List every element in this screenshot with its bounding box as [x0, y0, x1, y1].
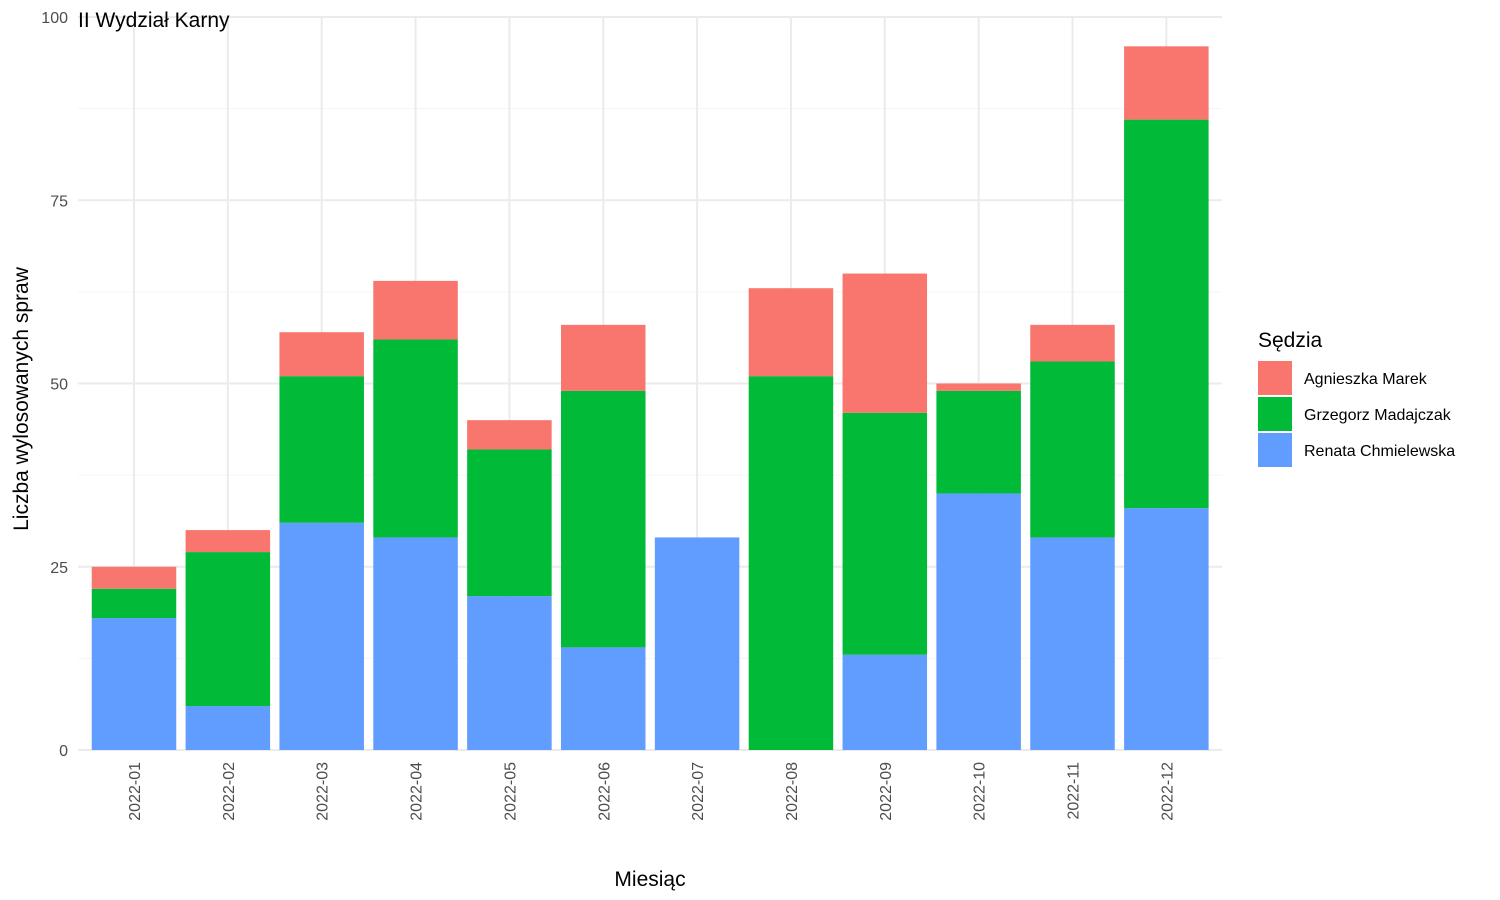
bar-segment	[748, 288, 834, 377]
bar-segment	[561, 390, 646, 648]
bar-segment	[842, 654, 928, 750]
y-tick-label: 50	[50, 377, 68, 394]
y-axis-tick-labels: 0 25 50 75 100	[41, 10, 68, 760]
bar-segment	[279, 376, 364, 523]
bar-segment	[91, 588, 177, 619]
bar-segment	[467, 596, 552, 750]
x-tick-label: 2022-12	[1159, 762, 1176, 821]
x-tick-label: 2022-07	[690, 762, 707, 821]
bar-segment	[467, 449, 552, 597]
x-axis-title: Miesiąc	[614, 868, 685, 891]
y-tick-label: 0	[59, 743, 68, 760]
bar-segment	[373, 280, 458, 340]
x-tick-label: 2022-03	[315, 762, 332, 821]
bar-segment	[1124, 46, 1209, 120]
bar-segment	[561, 324, 646, 391]
bar-segment	[842, 412, 928, 655]
x-tick-label: 2022-04	[409, 762, 426, 821]
legend-label: Renata Chmielewska	[1304, 443, 1455, 460]
x-tick-label: 2022-10	[972, 762, 989, 821]
panel-label: II Wydział Karny	[78, 9, 230, 32]
bar-segment	[91, 618, 177, 750]
bar-segment	[185, 530, 271, 553]
x-tick-label: 2022-09	[878, 762, 895, 821]
legend: Sędzia Agnieszka Marek Grzegorz Madajczak…	[1258, 329, 1455, 467]
bar-segment	[1030, 537, 1115, 750]
bars	[91, 46, 1209, 750]
bar-segment	[467, 420, 552, 450]
legend-label: Agnieszka Marek	[1304, 371, 1428, 388]
bar-segment	[373, 537, 458, 750]
bar-segment	[654, 537, 740, 750]
bar-segment	[748, 376, 834, 750]
legend-title: Sędzia	[1258, 329, 1323, 352]
x-tick-label: 2022-06	[596, 762, 613, 821]
bar-segment	[936, 493, 1021, 750]
legend-label: Grzegorz Madajczak	[1304, 407, 1452, 424]
legend-key	[1258, 433, 1292, 467]
y-tick-label: 75	[50, 193, 68, 210]
bar-segment	[1124, 119, 1209, 509]
bar-segment	[185, 706, 271, 750]
y-axis-title: Liczba wylosowanych spraw	[10, 266, 33, 531]
x-tick-label: 2022-08	[784, 762, 801, 821]
x-axis-tick-labels: 2022-01 2022-02 2022-03 2022-04 2022-05 2022-…	[127, 762, 1176, 821]
x-tick-label: 2022-02	[221, 762, 238, 821]
bar-segment	[842, 273, 928, 413]
legend-items: Agnieszka Marek Grzegorz Madajczak Renata …	[1258, 361, 1455, 467]
x-tick-label: 2022-05	[502, 762, 519, 821]
bar-segment	[279, 332, 364, 377]
bar-segment	[91, 566, 177, 589]
x-tick-label: 2022-11	[1066, 762, 1083, 820]
bar-segment	[936, 390, 1021, 494]
bar-segment	[185, 552, 271, 707]
bar-segment	[1030, 361, 1115, 538]
x-tick-label: 2022-01	[127, 762, 144, 821]
bar-segment	[1124, 508, 1209, 750]
bar-segment	[279, 522, 364, 750]
bar-segment	[936, 383, 1021, 391]
y-tick-label: 25	[50, 560, 68, 577]
legend-key	[1258, 361, 1292, 395]
y-tick-label: 100	[41, 10, 68, 27]
bar-segment	[561, 647, 646, 750]
bar-segment	[1030, 324, 1115, 362]
bar-segment	[373, 339, 458, 538]
legend-key	[1258, 397, 1292, 431]
